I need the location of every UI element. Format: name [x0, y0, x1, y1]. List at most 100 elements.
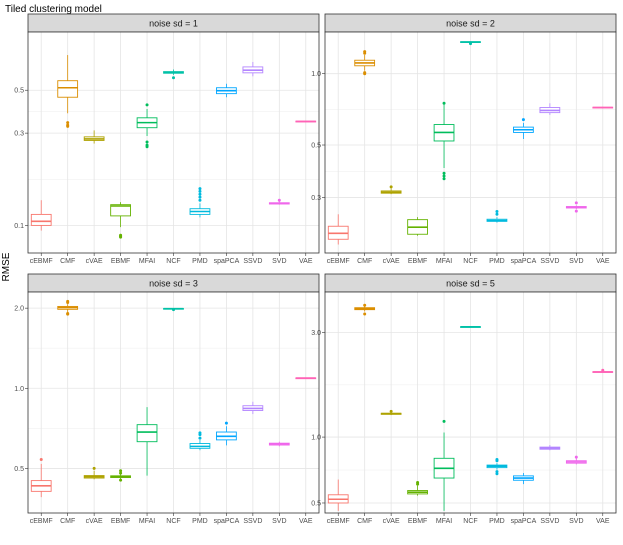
box-MFAI	[136, 407, 158, 476]
outlier-point	[66, 121, 70, 125]
outlier-point	[119, 235, 123, 239]
box-spaPCA	[513, 118, 534, 140]
outlier-point	[198, 187, 202, 191]
box-iqr	[110, 204, 131, 217]
y-tick-label: 1.0	[311, 435, 321, 442]
x-tick-label: MFAI	[139, 518, 155, 525]
box-cVAE	[380, 185, 402, 195]
box-iqr	[136, 424, 158, 443]
outlier-point	[39, 458, 43, 462]
box-cVAE	[380, 409, 402, 416]
outlier-point	[574, 455, 578, 459]
box-VAE	[592, 368, 614, 373]
box-CMF	[57, 55, 79, 128]
x-tick-label: SSVD	[243, 518, 262, 525]
box-VAE	[295, 120, 317, 123]
box-iqr	[30, 213, 52, 226]
box-SVD	[565, 201, 587, 213]
x-tick-label: PMD	[489, 258, 505, 265]
x-tick-label: VAE	[299, 518, 313, 525]
box-cEBMF	[30, 458, 52, 498]
panel-border	[27, 31, 320, 254]
outlier-point	[363, 312, 367, 316]
x-tick-label: SSVD	[540, 518, 559, 525]
x-tick-label: NCF	[463, 518, 477, 525]
box-EBMF	[407, 481, 428, 496]
x-tick-label: VAE	[596, 258, 610, 265]
outlier-point	[198, 192, 202, 196]
y-tick-label: 0.5	[14, 88, 24, 95]
outlier-point	[198, 195, 202, 199]
x-tick-label: cVAE	[86, 258, 103, 265]
x-tick-label: MFAI	[436, 518, 452, 525]
x-tick-label: cVAE	[383, 258, 400, 265]
box-CMF	[57, 299, 79, 316]
box-PMD	[486, 457, 508, 476]
box-SVD	[565, 455, 587, 465]
box-PMD	[189, 187, 211, 218]
x-tick-label: spaPCA	[511, 518, 537, 525]
box-SVD	[268, 441, 290, 447]
panels: noise sd = 1 0.1 0.3 0.5 cEBMF CMF cVAE EBMF MFA…	[14, 13, 617, 525]
x-tick-label: CMF	[357, 518, 372, 525]
box-EBMF	[110, 469, 131, 482]
y-axis-label: RMSE	[1, 252, 12, 281]
outlier-point	[277, 198, 281, 202]
outlier-point	[172, 76, 175, 80]
outlier-point	[442, 174, 446, 178]
figure-title: Tiled clustering model	[5, 4, 102, 15]
box-PMD	[486, 209, 508, 223]
x-tick-label: EBMF	[408, 258, 427, 265]
box-PMD	[189, 431, 211, 451]
panel-border	[27, 291, 320, 514]
x-tick-label: PMD	[489, 518, 505, 525]
x-tick-label: SVD	[569, 258, 583, 265]
outlier-point	[92, 466, 96, 470]
outlier-point	[495, 457, 499, 461]
box-NCF	[163, 307, 184, 312]
y-tick-label: 0.1	[14, 223, 24, 230]
y-tick-label: 0.5	[14, 466, 24, 473]
box-cVAE	[83, 130, 105, 144]
box-VAE	[592, 106, 614, 109]
box-cEBMF	[327, 479, 349, 511]
x-tick-label: cVAE	[86, 518, 103, 525]
box-CMF	[354, 303, 376, 316]
strip-label: noise sd = 5	[446, 279, 495, 289]
box-NCF	[460, 41, 481, 46]
panel-4: noise sd = 5 0.5 1.0 3.0 cEBMF CMF cVAE EBMF MFA…	[311, 273, 617, 525]
box-CMF	[354, 50, 376, 76]
outlier-point	[521, 118, 525, 122]
outlier-point	[495, 212, 499, 216]
x-tick-label: MFAI	[139, 258, 155, 265]
box-SSVD	[539, 103, 561, 115]
x-tick-label: SVD	[272, 258, 286, 265]
x-tick-label: EBMF	[111, 258, 130, 265]
x-tick-label: CMF	[357, 258, 372, 265]
outlier-point	[389, 409, 393, 413]
x-tick-label: NCF	[463, 258, 477, 265]
outlier-point	[66, 124, 70, 128]
outlier-point	[145, 103, 149, 107]
panel-border	[324, 291, 617, 514]
x-tick-label: cEBMF	[30, 518, 53, 525]
x-tick-label: VAE	[299, 258, 313, 265]
x-tick-label: cEBMF	[327, 258, 350, 265]
outlier-point	[601, 368, 605, 372]
panel-3: noise sd = 3 0.5 1.0 2.0 cEBMF CMF cVAE EBMF MFA…	[14, 273, 320, 525]
outlier-point	[198, 198, 202, 202]
box-MFAI	[433, 101, 455, 181]
box-EBMF	[110, 202, 131, 239]
box-VAE	[295, 377, 317, 380]
outlier-point	[442, 419, 446, 423]
box-SVD	[268, 198, 290, 205]
outlier-point	[495, 209, 499, 213]
outlier-point	[119, 469, 123, 473]
strip-label: noise sd = 3	[149, 279, 198, 289]
x-tick-label: NCF	[166, 258, 180, 265]
strip-label: noise sd = 1	[149, 19, 198, 29]
outlier-point	[198, 189, 202, 193]
box-cVAE	[83, 466, 105, 480]
panel-1: noise sd = 1 0.1 0.3 0.5 cEBMF CMF cVAE EBMF MFA…	[14, 13, 320, 265]
